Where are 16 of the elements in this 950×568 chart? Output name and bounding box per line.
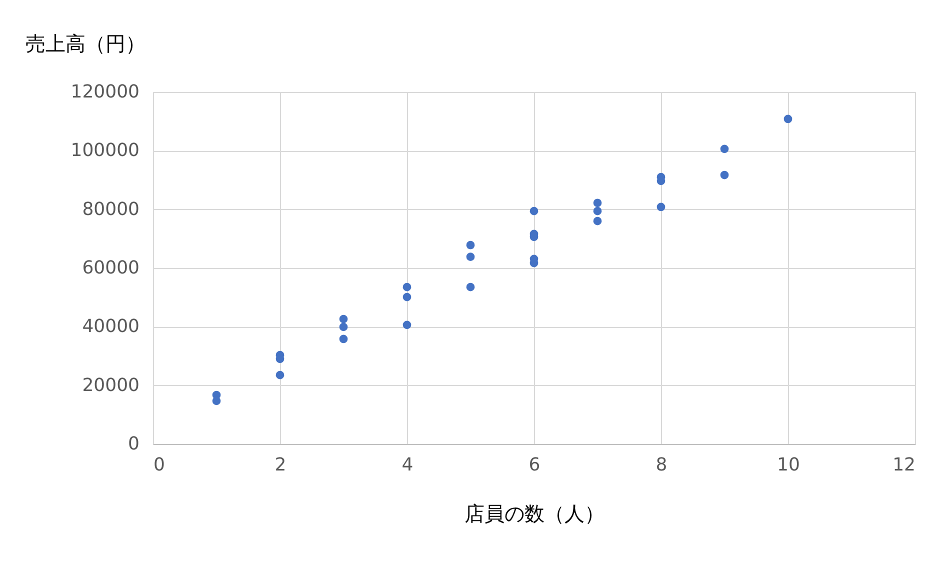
x-tick-label: 0	[154, 454, 165, 476]
x-tick-label: 6	[528, 454, 540, 476]
y-tick-label: 80000	[82, 198, 140, 220]
x-tick-label: 10	[777, 454, 800, 476]
x-tick-label: 4	[402, 454, 414, 476]
y-axis-title: 売上高（円）	[26, 32, 146, 56]
y-tick-label: 20000	[82, 374, 140, 396]
x-tick-label: 2	[274, 454, 286, 476]
y-tick-label: 120000	[70, 82, 140, 102]
x-tick-label: 12	[892, 454, 916, 476]
y-tick-label: 0	[128, 434, 140, 454]
x-tick-label: 8	[656, 454, 668, 476]
x-axis-title: 店員の数（人）	[464, 502, 604, 526]
y-tick-label: 60000	[82, 258, 140, 278]
y-tick-label: 100000	[70, 140, 140, 162]
y-tick-label: 40000	[82, 316, 140, 338]
